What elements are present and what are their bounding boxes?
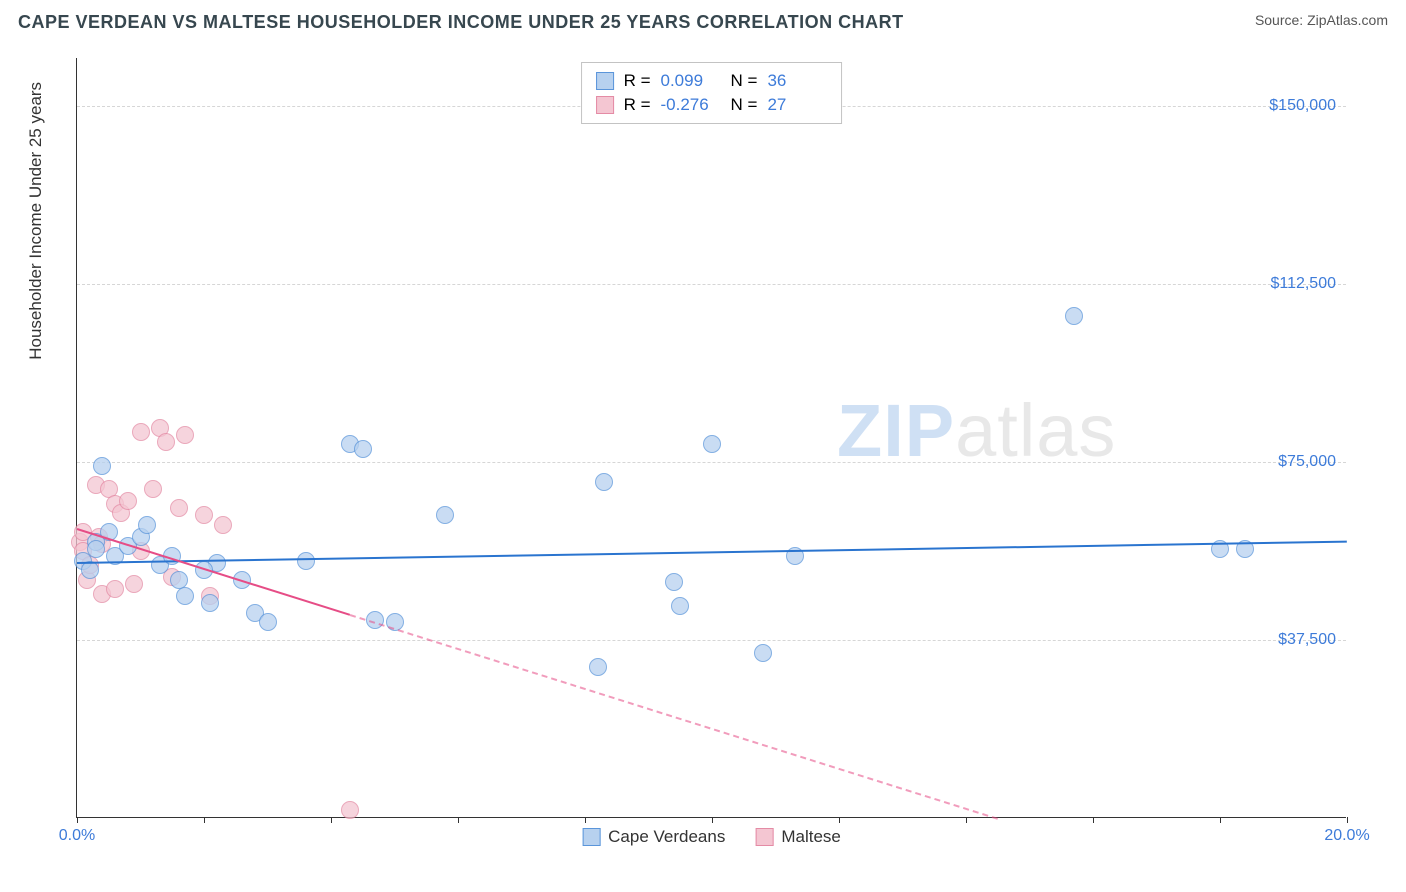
grid-line [77,462,1346,463]
data-point [436,506,454,524]
y-tick-label: $75,000 [1278,453,1336,471]
plot-area: ZIPatlas R = 0.099 N = 36 R = -0.276 N =… [76,58,1346,818]
data-point [176,426,194,444]
data-point [144,480,162,498]
data-point [138,516,156,534]
stats-legend: R = 0.099 N = 36 R = -0.276 N = 27 [581,62,843,124]
legend-swatch-2 [755,828,773,846]
n-label-1: N = [731,71,758,91]
x-tick [966,817,967,823]
y-tick-label: $150,000 [1269,97,1336,115]
x-tick [77,817,78,823]
data-point [665,573,683,591]
trend-line [350,614,998,820]
data-point [671,597,689,615]
trend-line [77,540,1347,563]
stats-row-series2: R = -0.276 N = 27 [596,93,828,117]
data-point [297,552,315,570]
data-point [259,613,277,631]
bottom-legend: Cape Verdeans Maltese [582,827,841,847]
data-point [157,433,175,451]
x-tick [458,817,459,823]
watermark-atlas: atlas [955,389,1116,472]
x-tick [331,817,332,823]
x-tick [712,817,713,823]
x-tick [1347,817,1348,823]
r-label-2: R = [624,95,651,115]
data-point [341,801,359,819]
legend-item-2: Maltese [755,827,841,847]
chart-container: Householder Income Under 25 years ZIPatl… [58,58,1388,836]
swatch-series2 [596,96,614,114]
y-axis-label: Householder Income Under 25 years [26,82,46,360]
stats-row-series1: R = 0.099 N = 36 [596,69,828,93]
n-label-2: N = [731,95,758,115]
n-value-1: 36 [767,71,827,91]
legend-label-1: Cape Verdeans [608,827,725,847]
chart-title: CAPE VERDEAN VS MALTESE HOUSEHOLDER INCO… [18,12,904,33]
watermark-zip: ZIP [837,389,955,472]
data-point [170,499,188,517]
x-tick [839,817,840,823]
y-tick-label: $37,500 [1278,631,1336,649]
data-point [93,457,111,475]
x-tick [1220,817,1221,823]
r-label-1: R = [624,71,651,91]
source-attribution: Source: ZipAtlas.com [1255,12,1388,28]
data-point [170,571,188,589]
data-point [589,658,607,676]
r-value-1: 0.099 [661,71,721,91]
n-value-2: 27 [767,95,827,115]
r-value-2: -0.276 [661,95,721,115]
x-tick [204,817,205,823]
source-name: ZipAtlas.com [1307,12,1388,28]
data-point [214,516,232,534]
x-tick-label: 0.0% [59,827,95,845]
data-point [125,575,143,593]
source-label: Source: [1255,12,1303,28]
legend-item-1: Cape Verdeans [582,827,725,847]
data-point [106,580,124,598]
data-point [1065,307,1083,325]
x-tick-label: 20.0% [1324,827,1369,845]
watermark: ZIPatlas [837,388,1116,473]
grid-line [77,640,1346,641]
legend-swatch-1 [582,828,600,846]
data-point [132,423,150,441]
swatch-series1 [596,72,614,90]
chart-header: CAPE VERDEAN VS MALTESE HOUSEHOLDER INCO… [0,0,1406,41]
data-point [87,540,105,558]
y-tick-label: $112,500 [1270,275,1336,293]
data-point [195,506,213,524]
data-point [595,473,613,491]
legend-label-2: Maltese [781,827,841,847]
x-tick [1093,817,1094,823]
data-point [754,644,772,662]
data-point [201,594,219,612]
data-point [119,492,137,510]
data-point [176,587,194,605]
data-point [703,435,721,453]
grid-line [77,284,1346,285]
x-tick [585,817,586,823]
data-point [354,440,372,458]
